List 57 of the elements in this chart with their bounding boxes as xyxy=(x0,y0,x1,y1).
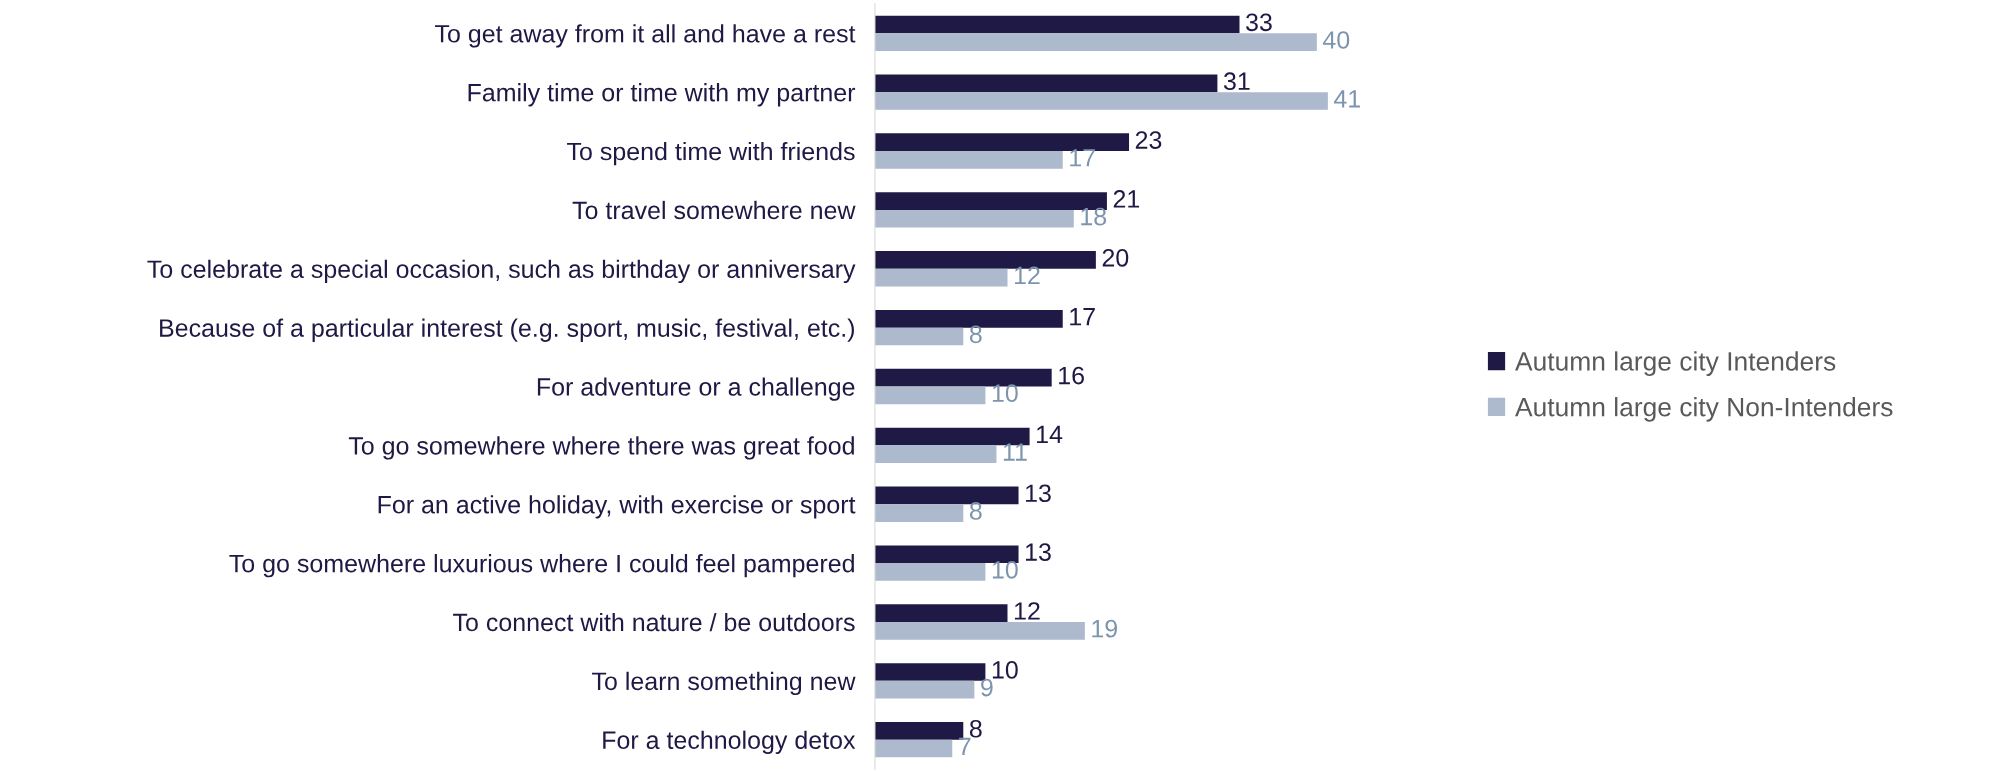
bar xyxy=(874,604,1008,622)
bar xyxy=(874,15,1240,34)
bar xyxy=(874,74,1218,93)
bar xyxy=(874,680,975,699)
data-label: 13 xyxy=(1026,484,1051,503)
data-label: 9 xyxy=(981,678,993,697)
y-tick-label: To get away from it all and have a rest xyxy=(435,24,856,48)
bar xyxy=(874,327,964,346)
data-label: 12 xyxy=(1014,266,1040,285)
y-tick-label: To spend time with friends xyxy=(567,141,855,166)
data-label: 19 xyxy=(1092,619,1118,638)
y-tick-label: For adventure or a challenge xyxy=(537,377,855,401)
bar xyxy=(874,209,1074,228)
data-label: 17 xyxy=(1070,308,1095,326)
data-label: 11 xyxy=(1003,443,1027,461)
bar xyxy=(874,563,986,581)
bar xyxy=(874,151,1063,169)
legend-label: Autumn large city Non-Intenders xyxy=(1515,397,1893,422)
data-label: 21 xyxy=(1113,190,1140,208)
data-label: 8 xyxy=(969,325,982,344)
data-label: 23 xyxy=(1135,131,1162,149)
y-tick-label: To travel somewhere new xyxy=(572,200,856,220)
data-label: 41 xyxy=(1334,90,1361,108)
data-label: 33 xyxy=(1246,13,1272,32)
bar xyxy=(874,739,953,758)
data-label: 8 xyxy=(969,719,982,738)
data-label: 31 xyxy=(1223,72,1250,91)
bar xyxy=(874,445,997,464)
data-label: 10 xyxy=(992,560,1018,579)
bar xyxy=(874,268,1008,287)
data-label: 16 xyxy=(1059,366,1084,385)
y-tick-label: For a technology detox xyxy=(603,730,856,754)
y-tick-label: To go somewhere luxurious where I could feel pampered xyxy=(229,554,854,578)
bar xyxy=(874,386,986,405)
data-label: 10 xyxy=(992,661,1018,679)
y-tick-label: To learn something new xyxy=(592,671,856,696)
data-label: 13 xyxy=(1026,543,1051,561)
y-tick-label: To go somewhere where there was great food xyxy=(348,436,854,460)
data-label: 7 xyxy=(959,737,971,755)
bar xyxy=(874,621,1085,640)
data-label: 8 xyxy=(969,502,982,520)
data-label: 17 xyxy=(1070,149,1095,167)
data-label: 10 xyxy=(992,384,1018,403)
y-tick-label: For an active holiday, with exercise or sport xyxy=(378,495,856,519)
data-label: 18 xyxy=(1081,207,1107,226)
y-tick-label: Family time or time with my partner xyxy=(468,83,856,107)
bar xyxy=(874,92,1328,110)
legend-label: Autumn large city Intenders xyxy=(1515,351,1836,376)
data-label: 12 xyxy=(1014,602,1040,620)
data-label: 40 xyxy=(1322,31,1350,49)
y-tick-label: To connect with nature / be outdoors xyxy=(453,612,855,632)
y-tick-label: Because of a particular interest (e.g. sport, music, festival, etc.) xyxy=(160,318,854,342)
bar xyxy=(874,33,1317,51)
bar xyxy=(874,504,964,522)
data-label: 14 xyxy=(1037,425,1063,443)
y-tick-label: To celebrate a special occasion, such as birthday or anniversary xyxy=(147,259,856,284)
data-label: 20 xyxy=(1102,248,1129,267)
